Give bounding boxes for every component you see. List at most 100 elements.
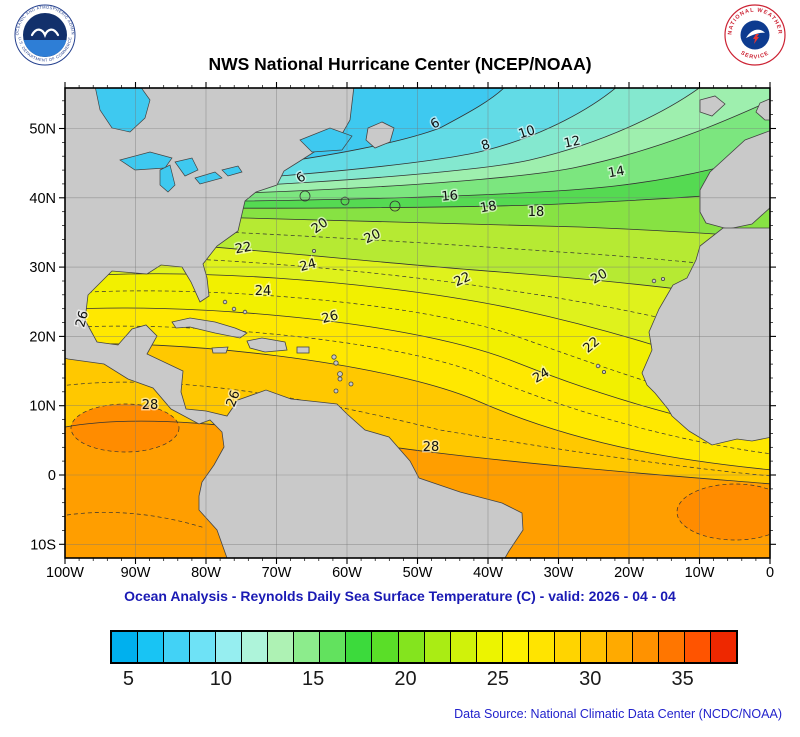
land-ireland <box>699 95 726 117</box>
colorbar-segment <box>372 632 399 662</box>
noaa-emblem-ocean <box>23 40 67 57</box>
colorbar-tick-label: 20 <box>394 668 417 690</box>
lon-tick-label: 90W <box>121 565 151 581</box>
lake-erie <box>194 171 223 185</box>
island-cape-verde <box>595 363 601 369</box>
contour-label: 28 <box>142 398 159 413</box>
lat-tick-label: 40N <box>29 191 56 207</box>
page-title: NWS National Hurricane Center (NCEP/NOAA… <box>208 54 592 74</box>
colorbar-segment <box>190 632 217 662</box>
nws-logo: NATIONAL WEATHER SERVICE <box>724 4 786 66</box>
lake-huron <box>174 157 199 177</box>
lon-tick-label: 60W <box>332 565 362 581</box>
lake-ontario <box>221 165 243 177</box>
colorbar-segment <box>268 632 295 662</box>
nws-ring-text-bottom: SERVICE <box>739 50 770 60</box>
island-bahamas <box>222 299 228 305</box>
land-england <box>755 98 770 121</box>
colorbar-segment <box>554 632 581 662</box>
colorbar-tick-label: 10 <box>209 668 232 690</box>
lat-tick-label: 20N <box>29 329 56 345</box>
island-antilles <box>337 371 343 377</box>
data-source-text: Data Source: National Climatic Data Cent… <box>454 707 782 721</box>
colorbar-segment <box>606 632 633 662</box>
lon-tick-label: 80W <box>191 565 221 581</box>
colorbar-segment <box>216 632 243 662</box>
island-bahamas <box>231 306 237 312</box>
lon-tick-label: 70W <box>262 565 292 581</box>
contour-label: 22 <box>234 240 253 258</box>
island-antilles <box>331 354 337 360</box>
colorbar-segment <box>580 632 607 662</box>
axis-ticks <box>59 82 776 564</box>
lake-michigan <box>159 164 176 193</box>
colorbar-segment <box>450 632 477 662</box>
nws-emblem-globe <box>740 20 770 50</box>
contour-label: 10 <box>517 123 537 142</box>
colorbar-segment <box>320 632 347 662</box>
island-puerto-rico <box>296 346 310 354</box>
island-canary <box>661 276 666 281</box>
colorbar-segment <box>294 632 321 662</box>
colorbar-segment <box>528 632 555 662</box>
lat-tick-label: 30N <box>29 260 56 276</box>
contour-label: 26 <box>73 309 92 329</box>
island-antilles <box>333 360 339 366</box>
island-bahamas <box>242 309 248 315</box>
colorbar-segment <box>502 632 529 662</box>
colorbar-segment <box>476 632 503 662</box>
colorbar-segment <box>632 632 659 662</box>
colorbar-tick-label: 25 <box>486 668 509 690</box>
warm-pool-southeast <box>676 483 770 541</box>
sst-map: 50N 40N 30N 20N 10N 0 10S 100W 90W 80W 70W 60W 50W 40… <box>29 82 776 582</box>
lon-tick-label: 30W <box>544 565 574 581</box>
island-cape-verde <box>602 369 607 374</box>
lat-tick-label: 10N <box>29 399 56 415</box>
land-layer <box>65 88 770 558</box>
colorbar-segment <box>164 632 191 662</box>
island-canary <box>651 278 657 284</box>
warm-pool-west <box>70 403 180 453</box>
lon-tick-label: 100W <box>46 565 84 581</box>
colorbar-segment <box>346 632 373 662</box>
island-antilles <box>337 376 343 382</box>
island-antilles <box>333 388 339 394</box>
contour-label: 18 <box>528 205 545 220</box>
lat-tick-label: 10S <box>30 537 56 553</box>
island-hispaniola <box>246 337 288 353</box>
contour-label: 16 <box>441 188 459 204</box>
colorbar-segment <box>711 632 737 662</box>
colorbar-segment <box>658 632 686 662</box>
land-americas <box>65 88 524 558</box>
island-jamaica <box>211 346 229 354</box>
axis-labels: 50N 40N 30N 20N 10N 0 10S 100W 90W 80W 70W 60W 50W 40… <box>29 122 774 582</box>
lake-superior <box>119 151 173 171</box>
colorbar-labels: 5 10 15 20 25 30 35 <box>110 668 738 694</box>
noaa-logo: NATIONAL OCEANIC AND ATMOSPHERIC ADMINIS… <box>14 4 76 66</box>
lat-tick-label: 50N <box>29 122 56 138</box>
colorbar-segment <box>424 632 451 662</box>
colorbar-segment <box>398 632 425 662</box>
contour-label: 28 <box>423 440 440 455</box>
contour-label: 24 <box>298 256 318 275</box>
colorbar-tick-label: 35 <box>671 668 694 690</box>
contour-label: 26 <box>224 388 244 409</box>
graticule <box>65 88 770 558</box>
island-bermuda <box>311 248 316 253</box>
island-cuba <box>171 317 248 339</box>
contour-label: 18 <box>479 199 498 217</box>
colorbar-segment <box>112 632 139 662</box>
temperature-colorbar <box>110 630 738 664</box>
colorbar-segment <box>685 632 712 662</box>
island-barbados <box>348 381 354 387</box>
lon-tick-label: 20W <box>614 565 644 581</box>
map-subtitle: Ocean Analysis - Reynolds Daily Sea Surf… <box>124 588 676 604</box>
lon-tick-label: 0 <box>766 565 774 581</box>
colorbar-tick-label: 15 <box>302 668 325 690</box>
contour-label: 24 <box>255 284 272 299</box>
lat-tick-label: 0 <box>48 468 56 484</box>
contour-label: 26 <box>320 308 340 327</box>
nws-cloud-icon <box>746 29 765 38</box>
